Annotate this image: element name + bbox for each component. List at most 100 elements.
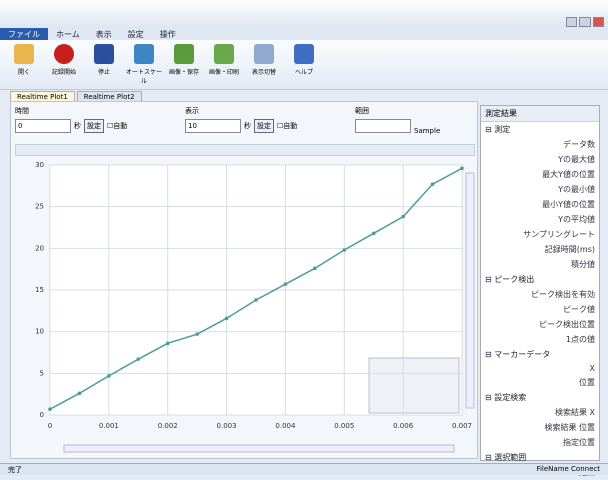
group-item: ピーク検出を有効 bbox=[531, 290, 595, 299]
set-button[interactable]: 設定 bbox=[84, 119, 104, 133]
group-item: データ数 bbox=[563, 140, 595, 149]
group-title[interactable]: ⊟ 選択範囲 bbox=[485, 453, 527, 462]
group-title[interactable]: ⊟ 設定検索 bbox=[485, 393, 527, 402]
ribbon-tab[interactable]: ファイル bbox=[0, 28, 48, 40]
group-item: Yの平均値 bbox=[558, 215, 595, 224]
data-point bbox=[430, 182, 435, 186]
checkbox[interactable]: ☐自動 bbox=[107, 122, 128, 130]
input-field[interactable]: 0 bbox=[15, 119, 71, 133]
h-scrollbar[interactable] bbox=[63, 444, 455, 453]
input-unit: Sample bbox=[414, 127, 441, 135]
input-label: 表示 bbox=[185, 107, 199, 115]
ribbon-button[interactable]: ヘルプ bbox=[286, 44, 322, 85]
title-bar bbox=[0, 0, 608, 28]
input-label: 時間 bbox=[15, 107, 29, 115]
ribbon-tab[interactable]: 設定 bbox=[127, 30, 144, 39]
button-label: 開く bbox=[17, 69, 30, 76]
ribbon-button[interactable]: 画像・印刷 bbox=[206, 44, 242, 85]
doc-tabs: Realtime Plot1 Realtime Plot2 bbox=[10, 91, 142, 102]
data-point bbox=[107, 374, 111, 378]
button-icon bbox=[294, 44, 314, 64]
ribbon-tab[interactable]: ホーム bbox=[56, 30, 80, 39]
y-tick-label: 10 bbox=[35, 328, 44, 336]
input-unit: 秒 bbox=[244, 122, 251, 130]
x-tick-label: 0.006 bbox=[393, 422, 414, 430]
checkbox[interactable]: ☐自動 bbox=[277, 122, 298, 130]
maximize[interactable] bbox=[579, 17, 591, 27]
y-tick-label: 20 bbox=[35, 244, 44, 252]
status-left: 完了 bbox=[8, 466, 22, 474]
input-label: 範囲 bbox=[355, 107, 369, 115]
group-item: 記録時間(ms) bbox=[544, 245, 595, 254]
x-tick-label: 0.001 bbox=[99, 422, 119, 430]
group-title[interactable]: ⊟ ピーク検出 bbox=[485, 275, 535, 284]
x-tick-label: 0.003 bbox=[217, 422, 237, 430]
button-label: ヘルプ bbox=[294, 69, 313, 76]
input-row: Sample bbox=[355, 116, 440, 135]
ribbon-button[interactable]: 表示切替 bbox=[246, 44, 282, 85]
chart: 0 5 10 15 20 25 30 0 0.001 0.002 0.003 0.004 0.005 0.… bbox=[35, 161, 475, 453]
button-label: 記録開始 bbox=[51, 69, 76, 76]
ribbon-button[interactable]: オートスケール bbox=[126, 44, 162, 85]
input-row: 0 秒設定 ☐自動 bbox=[15, 116, 127, 133]
input-group: 表示 10 秒設定 ☐自動 bbox=[185, 106, 297, 140]
x-tick-label: 0 bbox=[48, 422, 52, 430]
data-point bbox=[77, 391, 82, 396]
y-tick-label: 30 bbox=[35, 161, 44, 169]
ribbon-button[interactable]: 記録開始 bbox=[46, 44, 82, 85]
y-tick-label: 5 bbox=[40, 369, 44, 377]
group-item: Yの最大値 bbox=[558, 155, 595, 164]
group-item: Yの最小値 bbox=[558, 185, 595, 194]
button-icon bbox=[214, 44, 234, 64]
v-scrollbar[interactable] bbox=[465, 172, 475, 409]
group-item: 最小Y値の位置 bbox=[542, 200, 595, 209]
button-icon bbox=[54, 44, 74, 64]
ribbon-button[interactable]: 開く bbox=[6, 44, 42, 85]
button-label: 画像・保存 bbox=[168, 69, 199, 76]
status-right: FileName Connect bbox=[536, 465, 600, 473]
x-tick-label: 0.007 bbox=[452, 422, 472, 430]
group-title[interactable]: ⊟ マーカーデータ bbox=[485, 350, 551, 359]
button-icon bbox=[174, 44, 194, 64]
close[interactable] bbox=[592, 17, 604, 27]
group-item: 最大Y値の位置 bbox=[542, 170, 595, 179]
input-group: 時間 0 秒設定 ☐自動 bbox=[15, 106, 127, 140]
ribbon-button[interactable]: 停止 bbox=[86, 44, 122, 85]
ribbon-tab[interactable]: 操作 bbox=[159, 30, 176, 39]
data-point bbox=[342, 248, 347, 252]
input-unit: 秒 bbox=[74, 122, 81, 130]
status-bar: 完了 FileName Connect bbox=[0, 463, 608, 475]
group-item: 検索結果 X bbox=[554, 408, 595, 417]
group-item: ピーク検出位置 bbox=[539, 320, 595, 329]
button-label: オートスケール bbox=[126, 69, 163, 85]
doc-tab[interactable]: Realtime Plot1 bbox=[10, 91, 75, 102]
data-point bbox=[401, 214, 405, 219]
group-item: 積分値 bbox=[571, 260, 595, 269]
minimize[interactable] bbox=[566, 17, 578, 27]
result-panel: 測定結果 ⊟ 測定 データ数 Yの最大値 最大Y値の位置 Yの最小値 最小Y値の位置 Yの平均… bbox=[480, 105, 600, 477]
group-title[interactable]: ⊟ 測定 bbox=[485, 125, 511, 134]
ribbon: 開く 記録開始 停止 オートスケール 画像・保存 画像・印刷 表示切替 ヘルプ bbox=[0, 40, 608, 90]
set-button[interactable]: 設定 bbox=[254, 119, 274, 133]
button-icon bbox=[254, 44, 274, 64]
group-item: 検索結果 位置 bbox=[544, 423, 595, 432]
x-tick-label: 0.004 bbox=[275, 422, 296, 430]
y-tick-label: 0 bbox=[40, 411, 44, 419]
input-field[interactable] bbox=[355, 119, 411, 133]
input-field[interactable]: 10 bbox=[185, 119, 241, 133]
data-point bbox=[48, 407, 52, 411]
plot-toolbar bbox=[15, 144, 475, 156]
data-point bbox=[313, 266, 317, 271]
ribbon-tabs: ファイル ホーム 表示 設定 操作 bbox=[0, 28, 608, 40]
y-tick-label: 25 bbox=[35, 203, 44, 211]
ribbon-button[interactable]: 画像・保存 bbox=[166, 44, 202, 85]
ribbon-tab[interactable]: 表示 bbox=[95, 30, 112, 39]
group-item: サンプリングレート bbox=[523, 230, 595, 239]
doc-tab[interactable]: Realtime Plot2 bbox=[76, 91, 142, 102]
input-group: 範囲 Sample bbox=[355, 106, 440, 140]
button-label: 表示切替 bbox=[251, 69, 276, 76]
y-tick-label: 15 bbox=[35, 286, 44, 294]
button-label: 画像・印刷 bbox=[208, 69, 239, 76]
data-point bbox=[136, 357, 141, 361]
